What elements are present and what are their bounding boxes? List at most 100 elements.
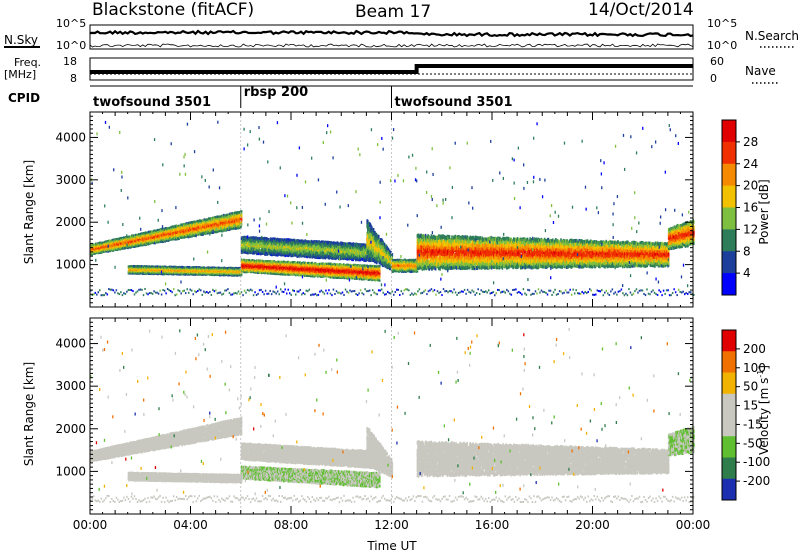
data-point <box>358 292 360 295</box>
data-point <box>555 293 558 296</box>
data-point <box>557 293 559 296</box>
data-point <box>409 293 412 296</box>
nave-label: Nave <box>745 64 776 78</box>
data-point <box>198 221 201 224</box>
power-marks <box>90 112 695 307</box>
data-point <box>145 292 148 295</box>
data-point <box>151 292 154 295</box>
data-point <box>459 291 461 294</box>
data-point <box>106 293 109 296</box>
data-point <box>122 246 124 249</box>
data-point <box>240 226 242 229</box>
data-point <box>127 288 130 291</box>
data-point <box>301 293 303 296</box>
data-point <box>457 291 460 294</box>
data-point <box>224 223 226 226</box>
data-point <box>685 292 687 295</box>
data-point <box>623 294 626 297</box>
data-point <box>130 241 132 244</box>
data-point <box>596 289 599 292</box>
data-point <box>178 227 181 230</box>
cpid-segment-label: twofsound 3501 <box>93 95 211 110</box>
data-point <box>632 292 635 295</box>
data-point <box>613 292 615 295</box>
data-point <box>299 288 302 291</box>
data-point <box>549 289 552 292</box>
data-point <box>266 292 268 295</box>
data-point <box>536 292 538 295</box>
data-point <box>278 293 280 296</box>
data-point <box>658 289 660 292</box>
data-point <box>236 215 239 218</box>
data-point <box>310 294 312 297</box>
data-point <box>100 294 103 297</box>
data-point <box>270 293 273 296</box>
data-point <box>135 233 138 236</box>
data-point <box>123 239 126 242</box>
data-point <box>107 250 110 253</box>
data-point <box>276 290 279 293</box>
data-point <box>338 291 341 294</box>
data-point <box>402 292 404 295</box>
data-point <box>153 229 156 232</box>
data-point <box>418 288 421 291</box>
data-point <box>676 294 678 297</box>
data-point <box>548 289 550 292</box>
data-point <box>355 292 357 295</box>
data-point <box>474 293 476 296</box>
data-point <box>466 288 469 291</box>
data-point <box>501 290 504 293</box>
data-point <box>206 290 208 293</box>
data-point <box>216 292 219 295</box>
data-point <box>222 292 225 295</box>
data-point <box>119 243 121 246</box>
data-point <box>176 229 179 232</box>
data-point <box>465 292 467 295</box>
data-point <box>201 293 204 296</box>
data-point <box>471 289 473 292</box>
data-point <box>287 288 289 291</box>
data-point <box>403 289 406 292</box>
freq-tick-bottom: 8 <box>70 72 77 85</box>
data-point <box>448 290 451 293</box>
data-point <box>175 237 178 241</box>
data-point <box>124 236 127 239</box>
data-point <box>670 294 672 297</box>
noise-panel <box>89 24 694 50</box>
data-point <box>619 290 621 293</box>
data-point <box>288 292 291 295</box>
data-point <box>205 231 208 235</box>
data-point <box>527 288 529 291</box>
data-point <box>667 289 669 292</box>
data-point <box>157 292 160 295</box>
data-point <box>377 289 380 292</box>
data-point <box>602 294 605 297</box>
data-point <box>460 290 463 293</box>
data-point <box>445 289 448 292</box>
data-point <box>579 292 582 295</box>
data-point <box>566 291 568 294</box>
data-point <box>111 288 113 291</box>
data-point <box>178 224 180 227</box>
data-point <box>572 288 574 291</box>
data-point <box>118 293 121 296</box>
data-point <box>352 290 354 293</box>
data-point <box>394 291 397 294</box>
data-point <box>129 237 131 240</box>
data-point <box>248 289 250 292</box>
data-point <box>181 290 184 293</box>
data-point <box>510 293 513 296</box>
data-point <box>616 293 618 296</box>
data-point <box>319 290 321 293</box>
data-point <box>484 290 487 293</box>
data-point <box>554 288 556 291</box>
data-point <box>359 289 362 292</box>
data-point <box>671 292 674 295</box>
data-point <box>389 292 392 295</box>
data-point <box>258 289 261 292</box>
data-point <box>103 294 106 297</box>
data-point <box>170 232 172 236</box>
data-point <box>341 291 344 294</box>
data-point <box>237 213 240 216</box>
data-point <box>625 292 627 295</box>
